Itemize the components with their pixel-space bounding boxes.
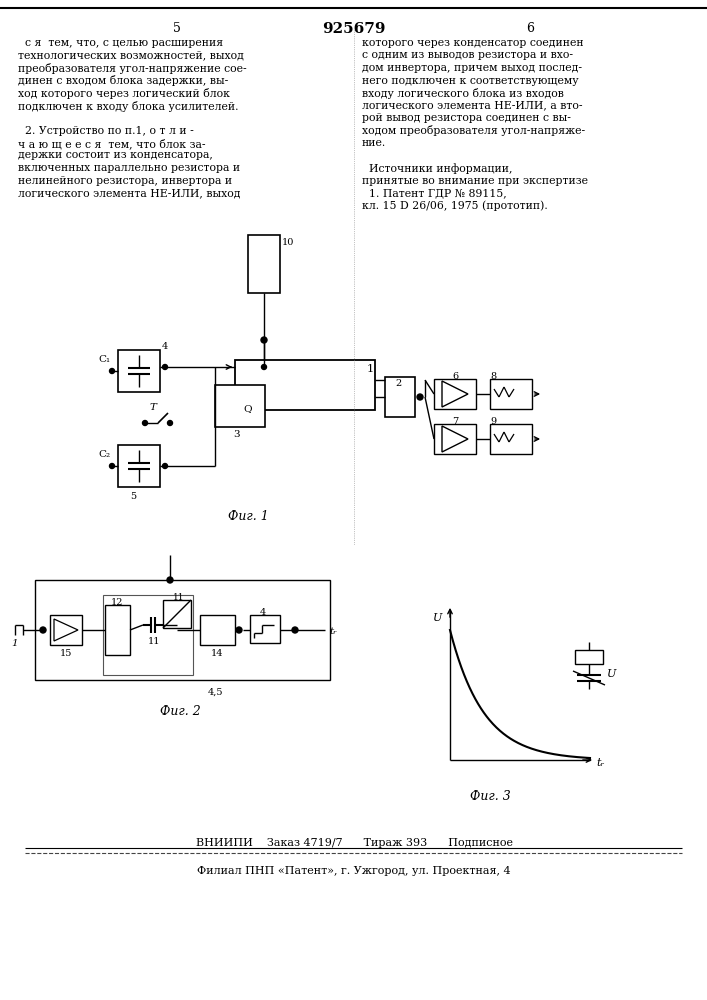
Text: 9: 9 [490,417,496,426]
Circle shape [262,364,267,369]
Text: ходом преобразователя угол-напряже-: ходом преобразователя угол-напряже- [362,125,585,136]
Text: 1: 1 [367,364,374,374]
Bar [235,360,375,410]
Circle shape [261,337,267,343]
Circle shape [163,364,168,369]
Text: 10: 10 [282,238,294,247]
Bar [118,445,160,487]
Text: tᵣ: tᵣ [329,627,337,636]
Text: него подключен к соответствующему: него подключен к соответствующему [362,76,578,86]
Circle shape [168,420,173,426]
Bar [163,600,191,628]
Bar [385,377,415,417]
Circle shape [417,394,423,400]
Text: которого через конденсатор соединен: которого через конденсатор соединен [362,38,583,48]
Text: 2: 2 [395,379,401,388]
Circle shape [40,627,46,633]
Text: динен с входом блока задержки, вы-: динен с входом блока задержки, вы- [18,76,228,87]
Text: логического элемента НЕ-ИЛИ, а вто-: логического элемента НЕ-ИЛИ, а вто- [362,101,583,110]
Text: 7: 7 [452,417,458,426]
Text: U: U [607,669,617,679]
Text: входу логического блока из входов: входу логического блока из входов [362,88,564,99]
Text: 14: 14 [211,649,223,658]
Circle shape [167,577,173,583]
Text: ВНИИПИ    Заказ 4719/7      Тираж 393      Подписное: ВНИИПИ Заказ 4719/7 Тираж 393 Подписное [196,838,513,848]
Text: C₁: C₁ [98,355,110,364]
Text: преобразователя угол-напряжение сое-: преобразователя угол-напряжение сое- [18,63,247,74]
Text: 3: 3 [234,430,240,439]
Bar [575,650,603,664]
Text: держки состоит из конденсатора,: держки состоит из конденсатора, [18,150,213,160]
Text: 1: 1 [11,639,18,648]
Bar [200,615,235,645]
Text: 5: 5 [130,492,136,501]
Text: Источники информации,: Источники информации, [362,163,513,174]
Text: Фиг. 2: Фиг. 2 [160,705,200,718]
Text: 6: 6 [526,22,534,35]
Text: 15: 15 [60,649,72,658]
Circle shape [110,368,115,373]
Circle shape [110,464,115,468]
Bar [118,350,160,392]
Text: 1. Патент ГДР № 89115,: 1. Патент ГДР № 89115, [362,188,507,198]
Text: ние.: ние. [362,138,386,148]
Text: C₂: C₂ [98,450,110,459]
Circle shape [143,420,148,426]
Text: Филиал ПНП «Патент», г. Ужгород, ул. Проектная, 4: Филиал ПНП «Патент», г. Ужгород, ул. Про… [197,866,511,876]
Text: ход которого через логический блок: ход которого через логический блок [18,88,230,99]
Text: 11: 11 [148,637,160,646]
Bar [215,385,265,427]
Circle shape [292,627,298,633]
Text: ч а ю щ е е с я  тем, что блок за-: ч а ю щ е е с я тем, что блок за- [18,138,206,149]
Text: Q: Q [243,404,252,413]
Text: подключен к входу блока усилителей.: подключен к входу блока усилителей. [18,101,238,111]
Text: 8: 8 [490,372,496,381]
Text: с одним из выводов резистора и вхо-: с одним из выводов резистора и вхо- [362,50,573,60]
Text: 6: 6 [452,372,458,381]
Text: включенных параллельно резистора и: включенных параллельно резистора и [18,163,240,173]
Text: Фиг. 3: Фиг. 3 [469,790,510,803]
Text: tᵣ: tᵣ [596,758,604,768]
Text: 5: 5 [173,22,181,35]
Text: 4: 4 [260,608,266,617]
Bar [35,580,330,680]
Text: 925679: 925679 [322,22,386,36]
Text: 4,5: 4,5 [207,688,223,697]
Text: Фиг. 1: Фиг. 1 [228,510,269,523]
Bar [103,595,193,675]
Circle shape [236,627,242,633]
Bar [250,615,280,643]
Bar [490,379,532,409]
Text: технологических возможностей, выход: технологических возможностей, выход [18,50,244,60]
Text: 4: 4 [162,342,168,351]
Text: T: T [150,403,157,412]
Text: рой вывод резистора соединен с вы-: рой вывод резистора соединен с вы- [362,113,571,123]
Bar [490,424,532,454]
Text: дом инвертора, причем выход послед-: дом инвертора, причем выход послед- [362,63,582,73]
Circle shape [163,464,168,468]
Text: 12: 12 [111,598,123,607]
Bar [434,424,476,454]
Text: 2. Устройство по п.1, о т л и -: 2. Устройство по п.1, о т л и - [18,125,194,135]
Bar [50,615,82,645]
Bar [248,235,280,293]
Text: кл. 15 D 26/06, 1975 (прототип).: кл. 15 D 26/06, 1975 (прототип). [362,200,548,211]
Bar [434,379,476,409]
Text: логического элемента НЕ-ИЛИ, выход: логического элемента НЕ-ИЛИ, выход [18,188,240,198]
Text: с я  тем, что, с целью расширения: с я тем, что, с целью расширения [18,38,223,48]
Text: принятые во внимание при экспертизе: принятые во внимание при экспертизе [362,176,588,186]
Text: U: U [433,613,443,623]
Text: 11: 11 [173,593,185,602]
Bar [105,605,130,655]
Text: нелинейного резистора, инвертора и: нелинейного резистора, инвертора и [18,176,232,186]
